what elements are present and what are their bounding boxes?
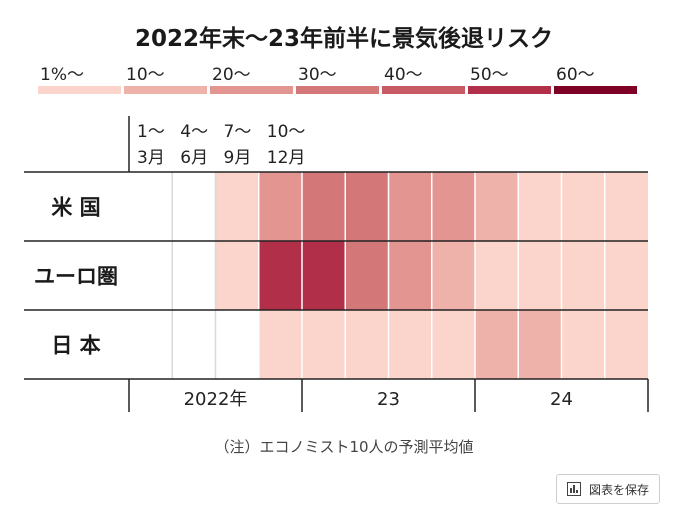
legend: 1%～ 10～ 20～ 30～ 40～ 50～ 60～: [38, 65, 637, 94]
row-label: ユーロ圏: [34, 265, 118, 289]
heatmap-chart: 2022年末～23年前半に景気後退リスク 1%～ 10～ 20～ 30～ 40～ 50～ 6…: [24, 25, 649, 456]
legend-label: 60～: [556, 65, 595, 85]
heatmap-cell: [431, 241, 475, 310]
legend-swatch: [210, 86, 293, 94]
heatmap-cell: [258, 172, 302, 241]
heatmap-cell: [604, 310, 648, 379]
save-chart-button[interactable]: 図表を保存: [556, 474, 660, 504]
row-label: 米 国: [51, 196, 100, 220]
legend-swatch: [124, 86, 207, 94]
year-label: 23: [377, 389, 400, 410]
heatmap-cell: [475, 172, 519, 241]
year-label: 24: [550, 389, 573, 410]
legend-swatch: [554, 86, 637, 94]
legend-label: 20～: [212, 65, 251, 85]
legend-swatch: [296, 86, 379, 94]
year-label: 2022年: [184, 389, 248, 410]
quarter-label-line1: 7～: [224, 122, 252, 142]
heatmap-cell: [302, 172, 346, 241]
legend-label: 10～: [126, 65, 165, 85]
heatmap-cell: [172, 310, 216, 379]
heatmap-cell: [518, 241, 562, 310]
heatmap-cell: [604, 241, 648, 310]
quarter-label-line2: 6月: [180, 148, 208, 168]
heatmap-cell: [129, 172, 173, 241]
heatmap-cell: [345, 241, 389, 310]
heatmap-cell: [475, 241, 519, 310]
x-axis: 2022年 23 24: [128, 379, 649, 412]
quarter-label-line1: 4～: [180, 122, 208, 142]
legend-swatch: [382, 86, 465, 94]
heatmap-cell: [518, 310, 562, 379]
legend-label: 40～: [384, 65, 423, 85]
heatmap-cell: [129, 310, 173, 379]
heatmap-cell: [388, 172, 432, 241]
heatmap-cell: [215, 172, 259, 241]
heatmap-cell: [561, 310, 605, 379]
heatmap-cell: [431, 172, 475, 241]
chart-note: （注）エコノミスト10人の予測平均値: [214, 438, 473, 456]
chart-title: 2022年末～23年前半に景気後退リスク: [135, 25, 553, 52]
heatmap-cell: [302, 241, 346, 310]
legend-label: 30～: [298, 65, 337, 85]
bar-chart-icon: [566, 482, 581, 496]
heatmap-cell: [388, 310, 432, 379]
save-chart-label: 図表を保存: [588, 482, 649, 497]
legend-swatch: [468, 86, 551, 94]
heatmap-cell: [258, 310, 302, 379]
heatmap-cell: [561, 241, 605, 310]
legend-label: 1%～: [40, 65, 84, 85]
heatmap-cell: [302, 310, 346, 379]
legend-swatch: [38, 86, 121, 94]
heatmap-cell: [604, 172, 648, 241]
heatmap-cell: [215, 241, 259, 310]
heatmap-cell: [129, 241, 173, 310]
heatmap-cell: [215, 310, 259, 379]
quarter-labels: 1～ 3月 4～ 6月 7～ 9月 10～ 12月: [128, 116, 306, 172]
heatmap-cell: [258, 241, 302, 310]
quarter-label-line1: 10～: [267, 122, 306, 142]
heatmap-cell: [431, 310, 475, 379]
quarter-label-line2: 12月: [267, 148, 306, 168]
heatmap-cell: [561, 172, 605, 241]
row-label: 日 本: [51, 334, 100, 358]
heatmap-cell: [345, 310, 389, 379]
quarter-label-line2: 9月: [224, 148, 252, 168]
heatmap-cells: [24, 171, 648, 380]
quarter-label-line2: 3月: [137, 148, 165, 168]
heatmap-cell: [172, 172, 216, 241]
heatmap-cell: [172, 241, 216, 310]
heatmap-cell: [388, 241, 432, 310]
heatmap-cell: [345, 172, 389, 241]
legend-label: 50～: [470, 65, 509, 85]
heatmap-cell: [518, 172, 562, 241]
heatmap-cell: [475, 310, 519, 379]
quarter-label-line1: 1～: [137, 122, 165, 142]
